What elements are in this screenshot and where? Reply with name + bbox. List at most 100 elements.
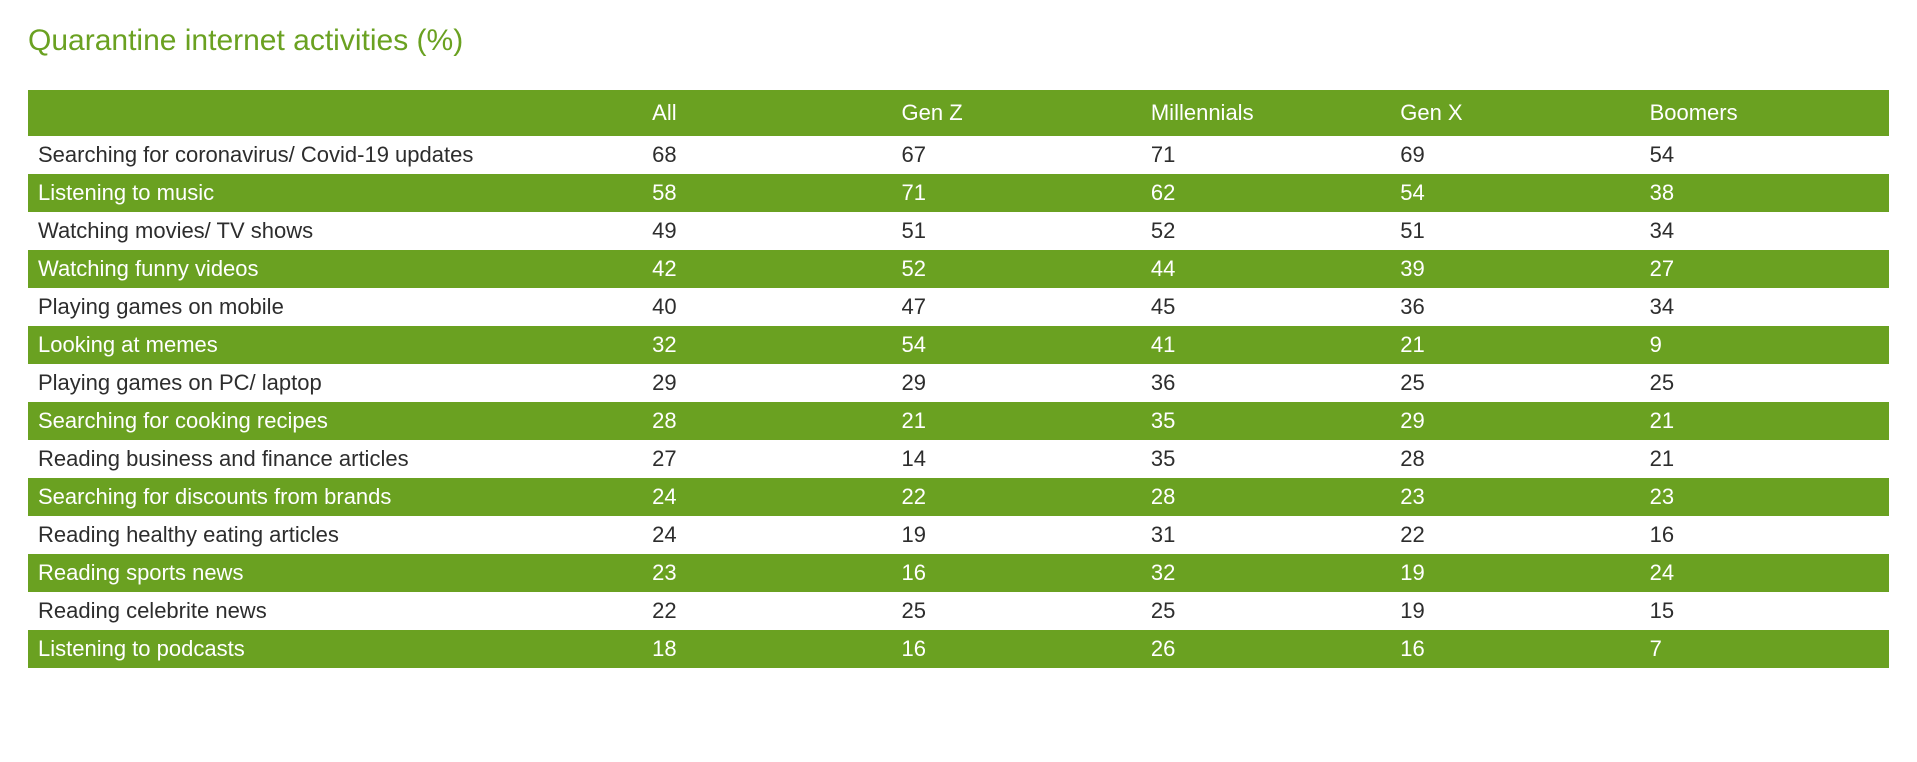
cell-value: 49 [642,212,891,250]
cell-value: 16 [1390,630,1639,668]
cell-value: 54 [1640,136,1889,174]
table-row: Watching funny videos4252443927 [28,250,1889,288]
cell-value: 29 [892,364,1141,402]
cell-value: 19 [892,516,1141,554]
cell-value: 24 [642,516,891,554]
table-row: Reading healthy eating articles241931221… [28,516,1889,554]
row-label: Reading celebrite news [28,592,642,630]
cell-value: 21 [892,402,1141,440]
cell-value: 28 [642,402,891,440]
table-row: Reading business and finance articles271… [28,440,1889,478]
row-label: Watching movies/ TV shows [28,212,642,250]
cell-value: 32 [1141,554,1390,592]
cell-value: 25 [1640,364,1889,402]
cell-value: 15 [1640,592,1889,630]
cell-value: 23 [1390,478,1639,516]
cell-value: 28 [1141,478,1390,516]
cell-value: 51 [1390,212,1639,250]
cell-value: 62 [1141,174,1390,212]
table-row: Searching for cooking recipes2821352921 [28,402,1889,440]
cell-value: 21 [1390,326,1639,364]
col-header-all: All [642,90,891,136]
cell-value: 51 [892,212,1141,250]
cell-value: 18 [642,630,891,668]
cell-value: 22 [1390,516,1639,554]
table-row: Listening to podcasts181626167 [28,630,1889,668]
cell-value: 34 [1640,212,1889,250]
table-row: Searching for discounts from brands24222… [28,478,1889,516]
row-label: Listening to music [28,174,642,212]
row-label: Searching for cooking recipes [28,402,642,440]
cell-value: 19 [1390,592,1639,630]
table-row: Playing games on mobile4047453634 [28,288,1889,326]
table-row: Listening to music5871625438 [28,174,1889,212]
activities-table: AllGen ZMillennialsGen XBoomers Searchin… [28,90,1889,668]
cell-value: 36 [1141,364,1390,402]
cell-value: 68 [642,136,891,174]
cell-value: 28 [1390,440,1639,478]
row-label: Playing games on PC/ laptop [28,364,642,402]
cell-value: 9 [1640,326,1889,364]
cell-value: 27 [1640,250,1889,288]
cell-value: 7 [1640,630,1889,668]
col-header-label [28,90,642,136]
cell-value: 22 [892,478,1141,516]
cell-value: 54 [1390,174,1639,212]
cell-value: 25 [1141,592,1390,630]
row-label: Watching funny videos [28,250,642,288]
cell-value: 40 [642,288,891,326]
row-label: Reading healthy eating articles [28,516,642,554]
table-row: Reading sports news2316321924 [28,554,1889,592]
cell-value: 23 [1640,478,1889,516]
cell-value: 16 [1640,516,1889,554]
cell-value: 29 [1390,402,1639,440]
cell-value: 36 [1390,288,1639,326]
table-row: Reading celebrite news2225251915 [28,592,1889,630]
cell-value: 23 [642,554,891,592]
cell-value: 35 [1141,402,1390,440]
col-header-gen-z: Gen Z [892,90,1141,136]
col-header-millennials: Millennials [1141,90,1390,136]
cell-value: 71 [892,174,1141,212]
cell-value: 47 [892,288,1141,326]
row-label: Searching for discounts from brands [28,478,642,516]
cell-value: 34 [1640,288,1889,326]
cell-value: 14 [892,440,1141,478]
cell-value: 21 [1640,440,1889,478]
cell-value: 42 [642,250,891,288]
table-row: Playing games on PC/ laptop2929362525 [28,364,1889,402]
row-label: Looking at memes [28,326,642,364]
row-label: Reading business and finance articles [28,440,642,478]
table-header-row: AllGen ZMillennialsGen XBoomers [28,90,1889,136]
row-label: Reading sports news [28,554,642,592]
cell-value: 25 [1390,364,1639,402]
page-title: Quarantine internet activities (%) [28,24,1889,58]
table-row: Watching movies/ TV shows4951525134 [28,212,1889,250]
cell-value: 44 [1141,250,1390,288]
cell-value: 38 [1640,174,1889,212]
cell-value: 24 [1640,554,1889,592]
table-row: Searching for coronavirus/ Covid-19 upda… [28,136,1889,174]
cell-value: 35 [1141,440,1390,478]
cell-value: 58 [642,174,891,212]
cell-value: 22 [642,592,891,630]
cell-value: 45 [1141,288,1390,326]
table-header: AllGen ZMillennialsGen XBoomers [28,90,1889,136]
cell-value: 26 [1141,630,1390,668]
cell-value: 32 [642,326,891,364]
table-row: Looking at memes325441219 [28,326,1889,364]
cell-value: 52 [1141,212,1390,250]
cell-value: 25 [892,592,1141,630]
cell-value: 21 [1640,402,1889,440]
cell-value: 67 [892,136,1141,174]
cell-value: 31 [1141,516,1390,554]
row-label: Listening to podcasts [28,630,642,668]
cell-value: 69 [1390,136,1639,174]
cell-value: 29 [642,364,891,402]
cell-value: 24 [642,478,891,516]
col-header-gen-x: Gen X [1390,90,1639,136]
cell-value: 54 [892,326,1141,364]
cell-value: 27 [642,440,891,478]
cell-value: 16 [892,554,1141,592]
cell-value: 16 [892,630,1141,668]
